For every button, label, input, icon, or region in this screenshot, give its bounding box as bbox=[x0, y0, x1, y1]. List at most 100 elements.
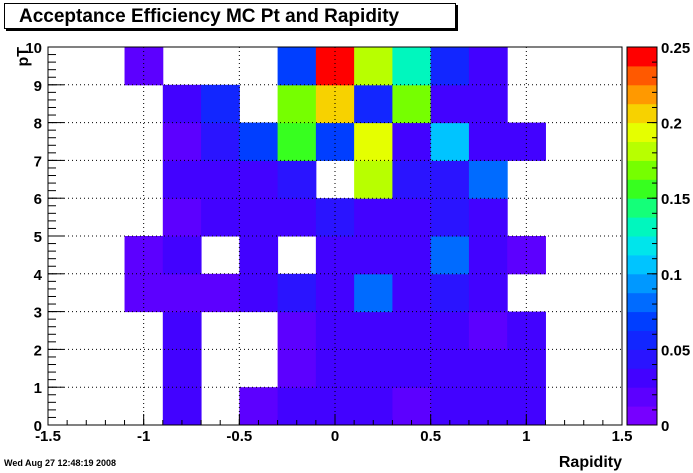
z-tick-label: 0.1 bbox=[661, 267, 682, 284]
heatmap-cell bbox=[430, 387, 470, 426]
palette-swatch bbox=[627, 330, 657, 350]
heatmap-cell bbox=[162, 273, 202, 313]
chart-title-box: Acceptance Efficiency MC Pt and Rapidity bbox=[4, 3, 456, 29]
palette-swatch bbox=[627, 406, 657, 426]
heatmap-cell bbox=[277, 349, 317, 388]
y-tick-label: 9 bbox=[34, 78, 42, 95]
heatmap-cell bbox=[468, 47, 508, 86]
heatmap-cell bbox=[277, 160, 317, 199]
x-tick-label: 0.5 bbox=[420, 428, 441, 445]
z-tick-label: 0.15 bbox=[661, 191, 690, 208]
color-palette bbox=[626, 46, 658, 426]
heatmap-cell bbox=[392, 160, 432, 199]
y-tick-label: 2 bbox=[34, 342, 42, 359]
heatmap-cell bbox=[239, 236, 279, 275]
y-tick-label: 8 bbox=[34, 116, 42, 133]
y-tick-label: 6 bbox=[34, 191, 42, 208]
palette-swatch bbox=[627, 65, 657, 86]
palette-swatch bbox=[627, 198, 657, 218]
heatmap-cell bbox=[430, 84, 470, 124]
heatmap-cell bbox=[430, 273, 470, 313]
heatmap-cell bbox=[354, 198, 393, 237]
heatmap-cell bbox=[468, 273, 508, 313]
palette-swatch bbox=[627, 254, 657, 275]
palette-swatch bbox=[627, 349, 657, 369]
heatmap-cell bbox=[468, 387, 508, 426]
heatmap-cell bbox=[507, 311, 546, 350]
x-tick-label: 0 bbox=[331, 428, 339, 445]
heatmap-cell bbox=[162, 160, 202, 199]
heatmap-cell bbox=[201, 198, 240, 237]
heatmap-cell bbox=[315, 311, 355, 350]
heatmap-cell bbox=[430, 160, 470, 199]
z-tick-label: 0 bbox=[661, 418, 669, 435]
y-tick-label: 3 bbox=[34, 305, 42, 322]
palette-swatch bbox=[627, 47, 657, 67]
heatmap-cell bbox=[468, 236, 508, 275]
palette-swatch bbox=[627, 122, 657, 142]
y-axis-label: pT bbox=[15, 47, 32, 67]
palette-swatch bbox=[627, 236, 657, 256]
y-tick-label: 1 bbox=[34, 380, 42, 397]
palette-swatch bbox=[627, 387, 657, 407]
y-tick-label: 4 bbox=[34, 267, 43, 284]
heatmap-cell bbox=[162, 311, 202, 350]
heatmap-cell bbox=[430, 236, 470, 275]
palette-swatch bbox=[627, 217, 657, 237]
heatmap-cells bbox=[124, 47, 546, 426]
palette-frame bbox=[626, 46, 658, 426]
heatmap-cell bbox=[392, 273, 432, 313]
datestamp: Wed Aug 27 12:48:19 2008 bbox=[4, 458, 117, 468]
heatmap-cell bbox=[201, 122, 240, 161]
heatmap-cell bbox=[162, 122, 202, 161]
heatmap-cell bbox=[392, 349, 432, 388]
heatmap-cell bbox=[430, 349, 470, 388]
heatmap-cell bbox=[239, 122, 279, 161]
heatmap-cell bbox=[315, 122, 355, 161]
palette-swatch bbox=[627, 160, 657, 180]
heatmap-cell bbox=[354, 160, 393, 199]
palette-swatch bbox=[627, 141, 657, 161]
heatmap-cell bbox=[468, 349, 508, 388]
heatmap-cell bbox=[392, 387, 432, 426]
palette-swatch bbox=[627, 103, 657, 124]
heatmap-cell bbox=[468, 311, 508, 350]
y-tick-label: 0 bbox=[34, 418, 42, 435]
heatmap-cell bbox=[277, 122, 317, 161]
x-axis-label: Rapidity bbox=[559, 454, 622, 471]
heatmap-cell bbox=[201, 273, 240, 313]
palette-swatch bbox=[627, 368, 657, 388]
palette-swatch bbox=[627, 179, 657, 199]
heatmap-cell bbox=[239, 160, 279, 199]
heatmap-cell bbox=[124, 273, 164, 313]
heatmap-cell bbox=[354, 273, 393, 313]
heatmap-cell bbox=[315, 47, 355, 86]
y-axis-ticks: 0 1 2 3 4 5 6 7 8 9 10 bbox=[25, 40, 64, 435]
heatmap-cell bbox=[162, 387, 202, 426]
heatmap-cell bbox=[277, 47, 317, 86]
heatmap-cell bbox=[392, 311, 432, 350]
heatmap-cell bbox=[315, 198, 355, 237]
heatmap-cell bbox=[430, 198, 470, 237]
heatmap-cell bbox=[392, 47, 432, 86]
heatmap-cell bbox=[354, 311, 393, 350]
x-tick-label: -1.5 bbox=[35, 428, 61, 445]
heatmap-cell bbox=[315, 273, 355, 313]
heatmap-cell bbox=[277, 84, 317, 124]
heatmap-cell bbox=[354, 122, 393, 161]
heatmap-cell bbox=[468, 122, 508, 161]
heatmap-cell bbox=[392, 84, 432, 124]
heatmap-cell bbox=[430, 122, 470, 161]
heatmap-cell bbox=[277, 273, 317, 313]
heatmap-cell bbox=[162, 349, 202, 388]
heatmap-cell bbox=[392, 236, 432, 275]
x-tick-label: 1.5 bbox=[612, 428, 633, 445]
z-tick-label: 0.2 bbox=[661, 116, 682, 133]
heatmap-cell bbox=[468, 84, 508, 124]
heatmap-cell bbox=[124, 47, 164, 86]
heatmap-cell bbox=[354, 236, 393, 275]
heatmap-cell bbox=[354, 47, 393, 86]
heatmap-cell bbox=[354, 84, 393, 124]
palette-swatch bbox=[627, 273, 657, 294]
